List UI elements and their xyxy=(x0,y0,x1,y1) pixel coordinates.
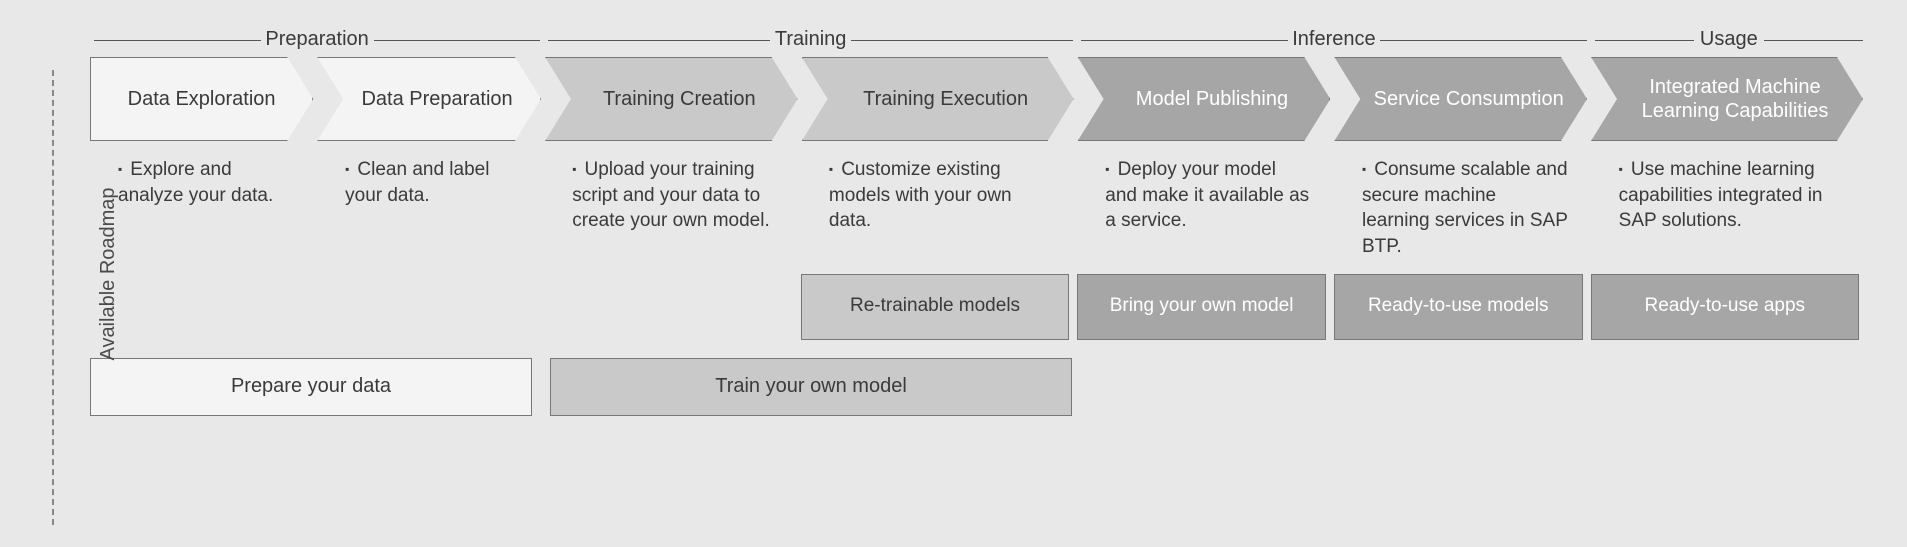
step-desc-cell: Customize existing models with your own … xyxy=(801,157,1077,260)
step-title: Training Creation xyxy=(603,87,756,111)
tag-cell: Bring your own model xyxy=(1077,274,1334,340)
phase-label: Usage xyxy=(1694,28,1764,51)
step-desc-cell: Upload your training script and your dat… xyxy=(544,157,801,260)
step-desc: Explore and analyze your data. xyxy=(118,157,295,208)
tag-box: Ready-to-use models xyxy=(1334,274,1583,340)
step-title: Integrated Machine Learning Capabilities xyxy=(1626,75,1844,123)
tag-box: Bring your own model xyxy=(1077,274,1326,340)
tag-cell: Re-trainable models xyxy=(801,274,1077,340)
phase-header: Inference xyxy=(1077,28,1590,51)
tag-cell: Ready-to-use apps xyxy=(1591,274,1867,340)
chevrons-row: Data Exploration Data Preparation Training… xyxy=(90,57,1867,141)
phase-label: Preparation xyxy=(259,28,374,51)
tag-box: Re-trainable models xyxy=(801,274,1069,340)
step-chevron: Training Creation xyxy=(545,57,798,141)
roadmap-diagram: Available Roadmap Preparation Training Inf… xyxy=(0,0,1907,547)
step-chevron: Data Exploration xyxy=(90,57,313,141)
step-chevron: Data Preparation xyxy=(317,57,541,141)
tag-cell xyxy=(90,274,317,340)
step-desc-cell: Clean and label your data. xyxy=(317,157,544,260)
step-desc-cell: Use machine learning capabilities integr… xyxy=(1591,157,1867,260)
step-title: Data Preparation xyxy=(361,87,512,111)
step-chevron: Training Execution xyxy=(802,57,1074,141)
tag-cell xyxy=(317,274,544,340)
phase-label: Training xyxy=(769,28,853,51)
phase-header: Training xyxy=(544,28,1077,51)
dashed-divider xyxy=(52,70,54,525)
tag-box: Ready-to-use apps xyxy=(1591,274,1859,340)
step-chevron: Integrated Machine Learning Capabilities xyxy=(1591,57,1863,141)
step-desc: Use machine learning capabilities integr… xyxy=(1619,157,1845,234)
summary-box: Prepare your data xyxy=(90,358,532,416)
phase-label: Inference xyxy=(1286,28,1381,51)
summary-label: Train your own model xyxy=(715,375,907,398)
step-chevron: Model Publishing xyxy=(1078,57,1331,141)
step-title: Model Publishing xyxy=(1136,87,1288,111)
bottom-row: Prepare your data Train your own model xyxy=(90,358,1867,416)
tag-label: Bring your own model xyxy=(1110,295,1294,318)
sidebar-label: Available Roadmap xyxy=(97,187,120,360)
tag-label: Re-trainable models xyxy=(850,295,1020,318)
step-desc: Upload your training script and your dat… xyxy=(572,157,779,234)
desc-row: Explore and analyze your data. Clean and … xyxy=(90,157,1867,260)
step-title: Data Exploration xyxy=(128,87,276,111)
summary-box: Train your own model xyxy=(550,358,1072,416)
step-desc-cell: Consume scalable and secure machine lear… xyxy=(1334,157,1591,260)
tag-label: Ready-to-use apps xyxy=(1645,295,1806,318)
step-title: Service Consumption xyxy=(1374,87,1564,111)
step-desc-cell: Explore and analyze your data. xyxy=(90,157,317,260)
step-chevron: Service Consumption xyxy=(1334,57,1587,141)
step-desc: Customize existing models with your own … xyxy=(829,157,1055,234)
tag-label: Ready-to-use models xyxy=(1368,295,1549,318)
tag-cell: Ready-to-use models xyxy=(1334,274,1591,340)
step-desc: Consume scalable and secure machine lear… xyxy=(1362,157,1569,260)
tag-row: Re-trainable models Bring your own model R… xyxy=(90,274,1867,340)
phase-header: Preparation xyxy=(90,28,544,51)
step-desc: Clean and label your data. xyxy=(345,157,522,208)
step-desc-cell: Deploy your model and make it available … xyxy=(1077,157,1334,260)
step-desc: Deploy your model and make it available … xyxy=(1105,157,1312,234)
phase-row: Preparation Training Inference Usage xyxy=(90,28,1867,51)
phase-header: Usage xyxy=(1591,28,1867,51)
tag-cell xyxy=(544,274,801,340)
summary-label: Prepare your data xyxy=(231,375,391,398)
step-title: Training Execution xyxy=(863,87,1028,111)
